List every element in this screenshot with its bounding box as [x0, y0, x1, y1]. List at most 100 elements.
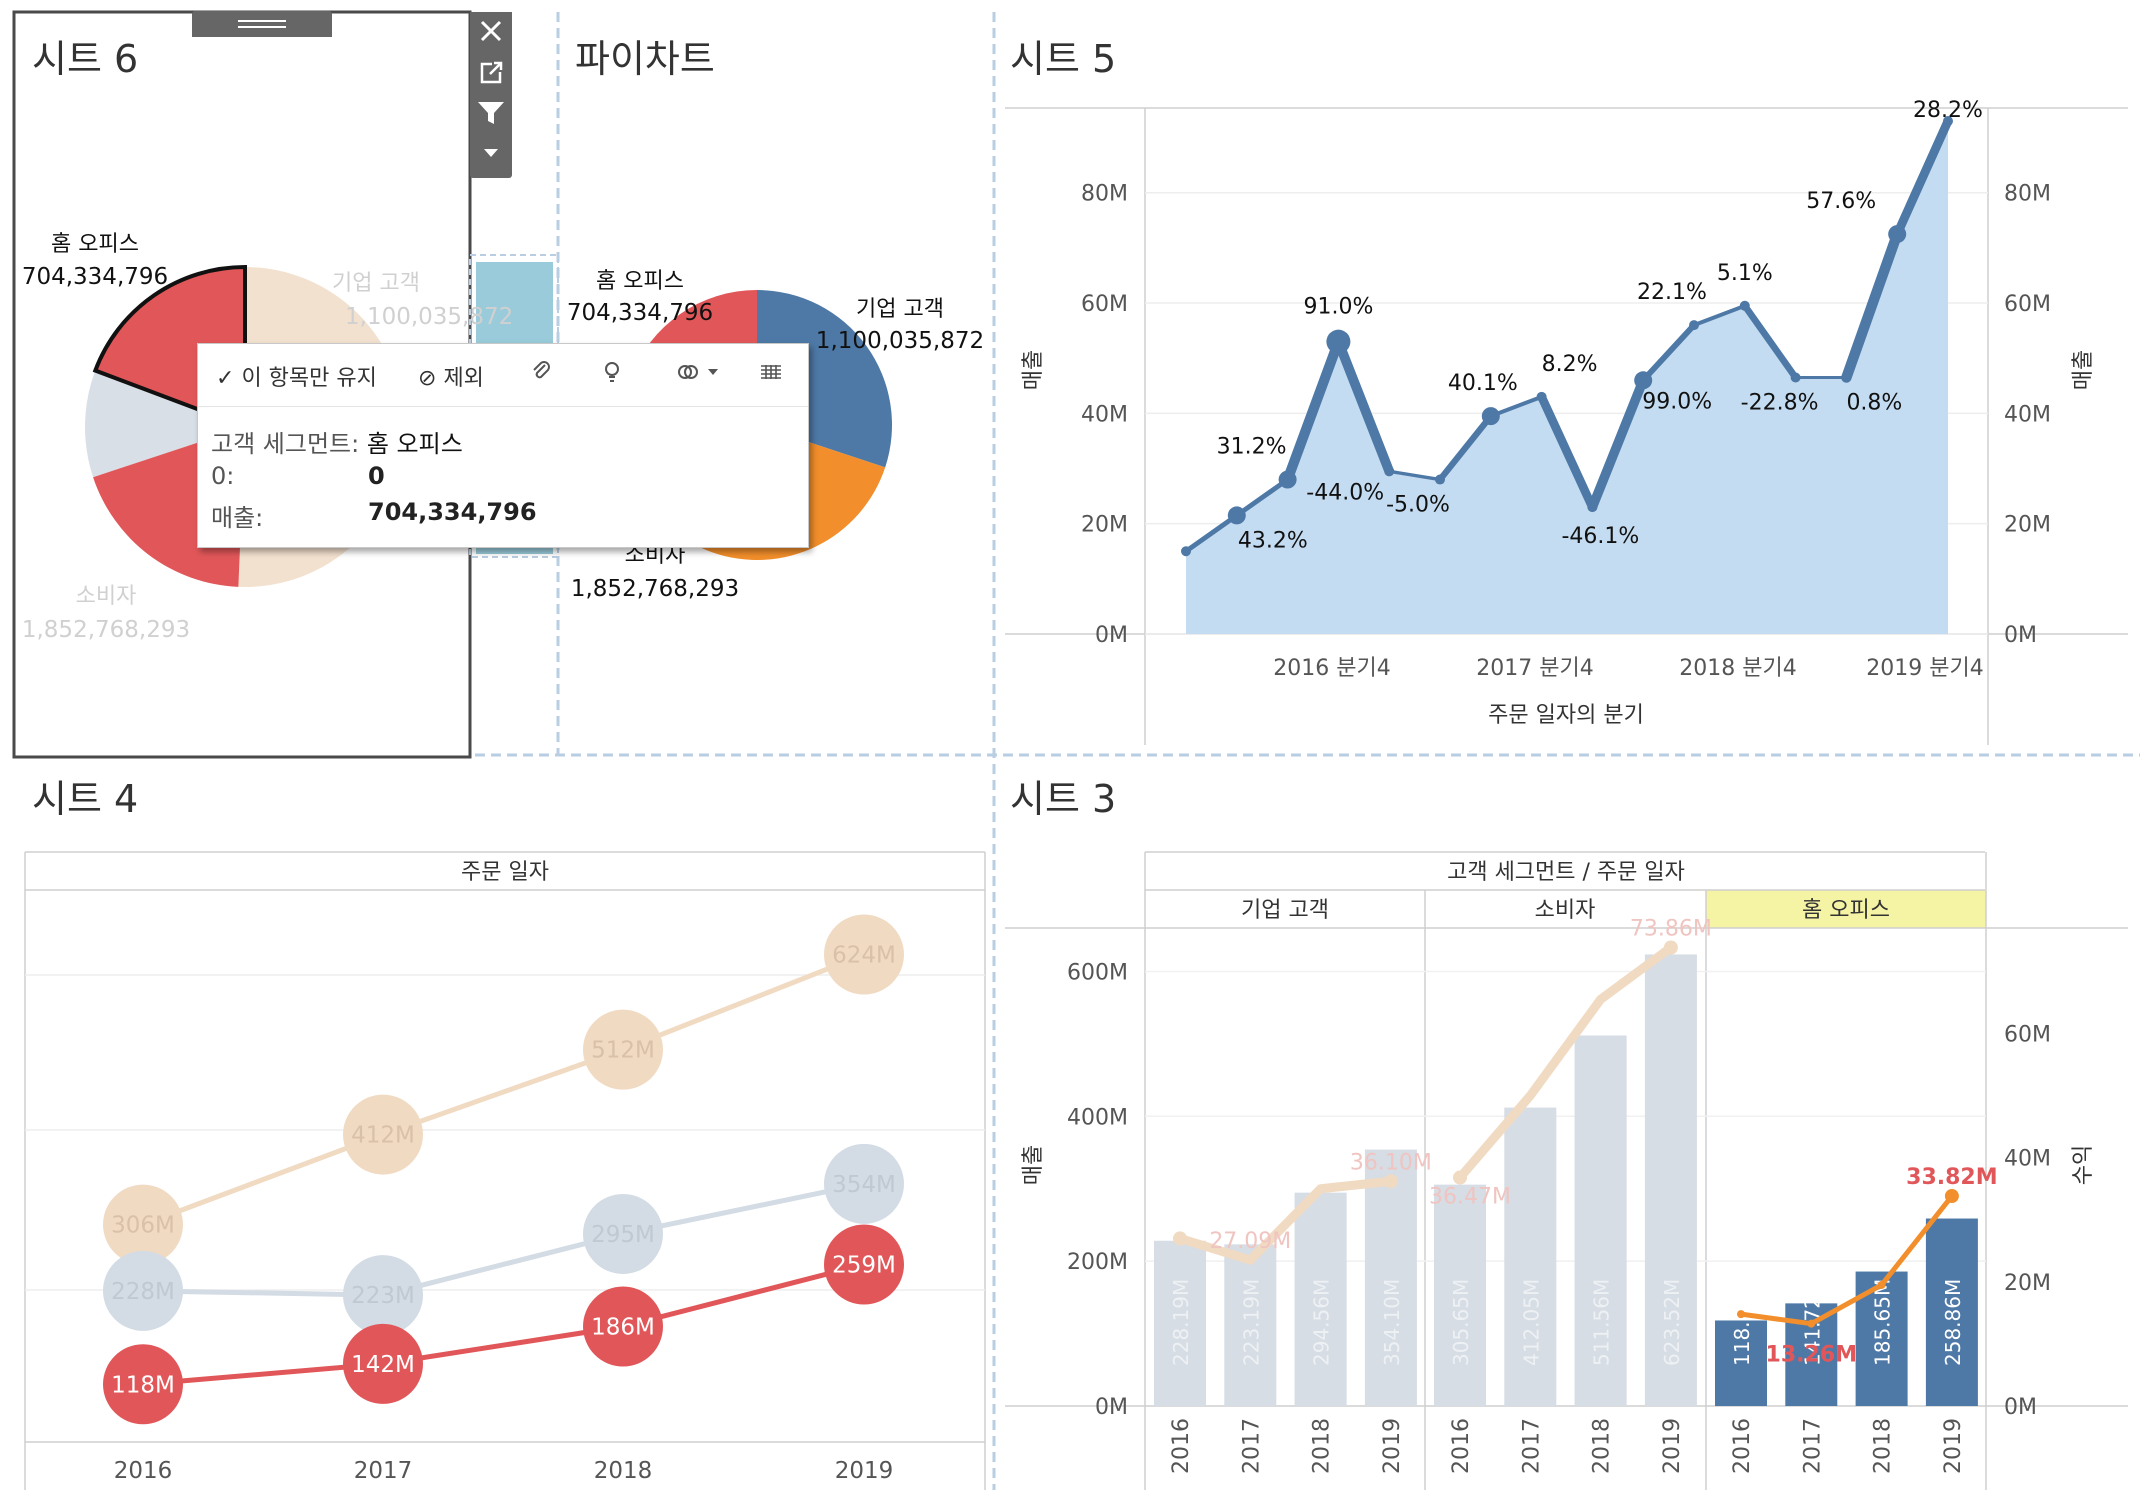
segment-header[interactable]: 소비자 [1535, 898, 1596, 923]
keep-only-button[interactable]: ✓ 이 항목만 유지 [216, 360, 377, 392]
more-options-button[interactable] [470, 134, 512, 174]
filter-button[interactable] [470, 92, 512, 132]
background-bar-frame [469, 254, 559, 558]
segment-header[interactable]: 기업 고객 [1241, 898, 1329, 923]
segment-header[interactable]: 홈 오피스 [1802, 898, 1890, 923]
trend-segment[interactable] [1587, 375, 1648, 512]
grip-lines-icon [238, 20, 286, 28]
trend-segment[interactable] [1387, 469, 1442, 482]
data-point[interactable] [1634, 371, 1653, 390]
explain-button[interactable] [600, 360, 624, 390]
profit-line[interactable] [1740, 1194, 1954, 1327]
data-point[interactable] [1227, 506, 1246, 525]
series-point[interactable] [103, 1184, 183, 1265]
sales-bar[interactable] [1224, 1244, 1277, 1406]
trend-segment[interactable] [1183, 512, 1240, 554]
series-line[interactable] [142, 1262, 865, 1387]
series-point[interactable] [103, 1344, 183, 1425]
series-point[interactable] [824, 1143, 904, 1224]
open-sheet-button[interactable] [470, 52, 512, 92]
x-tick-label: 2018 [594, 1458, 653, 1484]
profit-label: 36.47M [1429, 1185, 1511, 1210]
trend-segment[interactable] [1436, 412, 1494, 483]
keep-only-label: 이 항목만 유지 [241, 366, 377, 391]
series-line[interactable] [142, 1181, 865, 1298]
sales-bar[interactable] [1504, 1107, 1557, 1406]
data-point[interactable] [1943, 116, 1953, 127]
profit-point[interactable] [1173, 1231, 1187, 1246]
series-point[interactable] [343, 1094, 423, 1175]
sales-bar[interactable] [1434, 1184, 1486, 1406]
trend-segment[interactable] [1234, 477, 1291, 518]
sales-bar[interactable] [1644, 954, 1697, 1406]
profit-point[interactable] [1663, 940, 1678, 955]
sheet-4-plot[interactable]: 306M 412M 512M 624M 228M 223M 295M 354M 118M 142M… [25, 914, 985, 1484]
series-point[interactable] [343, 1255, 423, 1336]
view-data-button[interactable] [758, 360, 784, 390]
point-label: 412M [351, 1123, 415, 1149]
series-point[interactable] [824, 914, 904, 995]
profit-line[interactable] [1178, 1176, 1392, 1265]
data-point[interactable] [1536, 391, 1547, 402]
sheet-5-area[interactable]: 43.2% 31.2% 91.0% -44.0% -5.0% 40.1% 8.2% -46.1… [1181, 98, 1983, 635]
profit-point[interactable] [1807, 1319, 1816, 1328]
close-button[interactable] [470, 12, 512, 52]
series-point[interactable] [583, 1009, 663, 1090]
data-point[interactable] [1689, 320, 1699, 331]
tooltip-row-zero-value: 0 [368, 462, 385, 490]
data-point[interactable] [1435, 474, 1445, 485]
profit-label: 13.26M [1766, 1343, 1857, 1368]
trend-segment[interactable] [1488, 394, 1544, 419]
data-point[interactable] [1326, 329, 1351, 354]
profit-line[interactable] [1456, 943, 1674, 1181]
series-line[interactable] [142, 952, 865, 1227]
tooltip-label: 0: [211, 462, 235, 490]
group-button[interactable] [530, 360, 554, 390]
sales-bar-label: 228.19M [1169, 1279, 1193, 1366]
y2-tick-label: 80M [2004, 182, 2051, 207]
trend-segment[interactable] [1640, 322, 1697, 384]
trend-segment[interactable] [1282, 336, 1344, 485]
series-point[interactable] [583, 1286, 663, 1367]
trend-segment[interactable] [1741, 302, 1799, 381]
sheet-3-plot[interactable]: 0M 200M 400M 600M 0M 20M 40M 60M 기업 고객 228.19M 201… [1067, 898, 2051, 1474]
profit-point[interactable] [1453, 1170, 1467, 1185]
profit-point[interactable] [1877, 1280, 1886, 1289]
series-point[interactable] [824, 1224, 904, 1305]
trend-segment[interactable] [1537, 392, 1597, 512]
series-point[interactable] [103, 1250, 183, 1331]
sales-bar[interactable] [1364, 1149, 1417, 1406]
sales-bar[interactable] [1154, 1240, 1206, 1406]
series-point[interactable] [583, 1193, 663, 1274]
trend-segment[interactable] [1892, 116, 1953, 239]
data-point[interactable] [1181, 546, 1191, 557]
set-button[interactable] [676, 360, 724, 390]
profit-point[interactable] [1383, 1174, 1398, 1189]
trend-segment[interactable] [1333, 336, 1395, 477]
profit-point[interactable] [1944, 1189, 1959, 1204]
sales-bar[interactable] [1925, 1218, 1978, 1406]
drag-handle[interactable] [192, 11, 332, 37]
data-point[interactable] [1587, 502, 1598, 513]
exclude-label: 제외 [443, 366, 484, 391]
profit-point[interactable] [1737, 1310, 1745, 1319]
data-point[interactable] [1841, 372, 1852, 383]
data-point[interactable] [1384, 466, 1395, 477]
sheet-3-y2label: 수익 [2071, 1145, 2096, 1185]
data-point[interactable] [1278, 470, 1297, 489]
pie-label-home-value: 704,334,796 [567, 300, 713, 326]
trend-segment[interactable] [1692, 303, 1747, 328]
sheet-4-header: 주문 일자 [461, 860, 549, 885]
data-point[interactable] [1888, 225, 1907, 244]
series-point[interactable] [343, 1323, 423, 1404]
data-point[interactable] [1790, 372, 1801, 383]
sales-bar[interactable] [1294, 1192, 1347, 1406]
data-point[interactable] [1481, 407, 1500, 426]
sales-bar[interactable] [1574, 1035, 1627, 1406]
trend-segment[interactable] [1841, 228, 1903, 383]
sales-bar[interactable] [1715, 1320, 1767, 1406]
profit-label: 33.82M [1906, 1165, 1997, 1190]
exclude-button[interactable]: ⊘ 제외 [418, 360, 484, 392]
data-point[interactable] [1739, 300, 1750, 311]
